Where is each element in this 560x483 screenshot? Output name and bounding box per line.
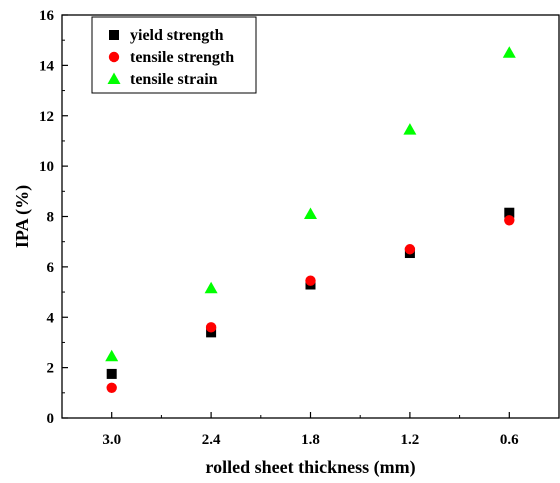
data-point xyxy=(105,349,119,362)
series-0 xyxy=(106,207,515,379)
y-tick-label: 0 xyxy=(47,411,55,427)
legend: yield strength tensile strength tensile st… xyxy=(91,16,257,94)
series-1 xyxy=(106,215,515,393)
y-tick-label: 2 xyxy=(47,361,55,377)
data-point xyxy=(502,46,516,58)
series-2 xyxy=(105,46,516,362)
y-tick-label: 4 xyxy=(47,310,55,326)
data-point xyxy=(304,207,317,219)
y-tick-label: 16 xyxy=(39,8,55,24)
legend-marker xyxy=(107,72,121,84)
data-point xyxy=(106,382,117,393)
y-tick-label: 8 xyxy=(47,210,55,226)
y-tick-label: 6 xyxy=(47,260,55,276)
x-axis-title: rolled sheet thickness (mm) xyxy=(205,457,415,478)
plot-axes: 0 2 4 6 8 10 12 14 16 3.0 2.4 1.8 1.2 0.6 xyxy=(39,8,560,448)
y-tick-label: 14 xyxy=(39,58,55,74)
legend-marker xyxy=(109,30,119,40)
data-point xyxy=(305,275,316,286)
legend-label: tensile strength xyxy=(130,49,234,66)
data-point xyxy=(504,215,515,226)
x-tick-label: 1.2 xyxy=(401,432,420,448)
data-point xyxy=(504,207,515,218)
data-point xyxy=(404,244,416,255)
legend-label: yield strength xyxy=(130,27,224,44)
x-tick-label: 3.0 xyxy=(102,432,121,448)
x-tick-label: 1.8 xyxy=(301,432,320,448)
y-tick-label: 12 xyxy=(39,109,54,125)
data-point xyxy=(205,322,217,333)
x-tick-label: 2.4 xyxy=(202,432,221,448)
data-point xyxy=(204,281,218,294)
legend-box xyxy=(91,16,257,94)
data-marks xyxy=(105,46,516,393)
legend-marker xyxy=(108,51,120,63)
y-tick-label: 10 xyxy=(39,159,54,175)
data-point xyxy=(106,368,117,379)
legend-label: tensile strain xyxy=(130,71,218,88)
data-point xyxy=(403,123,417,135)
y-axis-title: IPA (%) xyxy=(12,185,33,248)
x-tick-label: 0.6 xyxy=(500,432,519,448)
